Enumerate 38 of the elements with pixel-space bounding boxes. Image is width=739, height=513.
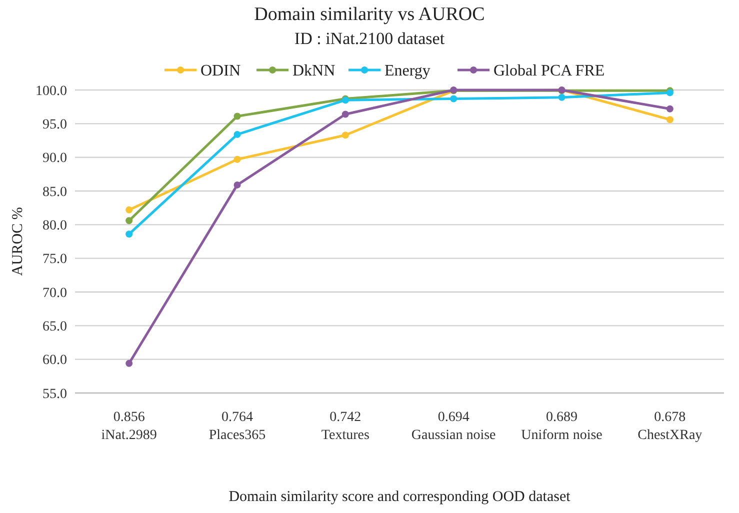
x-tick-label: 0.678 ChestXRay [638, 410, 702, 443]
point [234, 156, 241, 163]
point [126, 230, 133, 238]
point [126, 360, 133, 367]
point [126, 206, 133, 214]
y-tick-label: 85.0 [42, 184, 67, 200]
point [234, 112, 241, 120]
y-tick-label: 90.0 [42, 151, 67, 166]
legend-label: Energy [384, 62, 430, 80]
y-axis-title: AUROC % [10, 207, 26, 276]
point [342, 132, 349, 139]
x-tick-label: 0.742 Textures [321, 410, 370, 443]
legend-label: Global PCA FRE [494, 62, 605, 80]
point [450, 95, 458, 102]
y-tick-label: 95.0 [42, 118, 67, 133]
y-tick-label: 100.0 [36, 84, 67, 99]
x-axis-title: Domain similarity score and corresponding OOD dataset [228, 489, 572, 505]
x-tick-label: 0.764 Places365 [208, 410, 266, 443]
x-tick-label: 0.689 Uniform noise [521, 410, 602, 443]
y-tick-label: 55.0 [42, 386, 67, 402]
point [234, 181, 241, 188]
legend-label: DkNN [292, 62, 336, 80]
x-tick-label: 0.856 iNat.2989 [101, 410, 157, 443]
point [126, 217, 133, 224]
y-tick-label: 60.0 [42, 353, 67, 368]
y-tick-label: 75.0 [42, 252, 67, 268]
point [666, 116, 674, 124]
point [666, 105, 674, 112]
point [558, 94, 566, 101]
chart-title: Domain similarity vs AUROC [254, 4, 485, 25]
x-tick-label: 0.694 Gaussian noise [411, 410, 496, 443]
y-tick-label: 65.0 [42, 320, 67, 335]
y-tick-label: 80.0 [42, 218, 67, 234]
y-tick-label: 70.0 [42, 286, 67, 301]
chart-subtitle: ID : iNat.2100 dataset [294, 29, 445, 48]
point [342, 110, 349, 118]
point [234, 130, 241, 138]
legend-label: ODIN [200, 62, 241, 80]
